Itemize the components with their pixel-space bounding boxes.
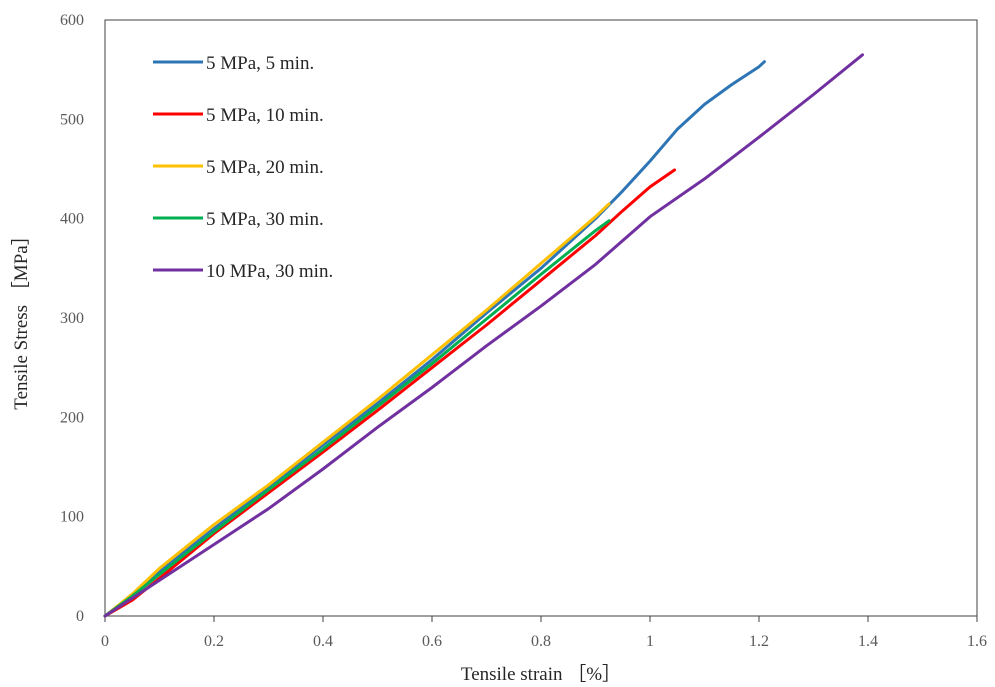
x-tick-label: 1.2 — [749, 633, 769, 650]
x-tick-label: 1 — [646, 633, 654, 650]
legend-label: 5 MPa, 5 min. — [206, 53, 314, 74]
series-line-1 — [103, 60, 766, 618]
x-tick-label: 1.6 — [967, 633, 987, 650]
legend-label: 5 MPa, 10 min. — [206, 105, 324, 126]
y-tick-label: 100 — [60, 509, 84, 526]
legend: 5 MPa, 5 min. 5 MPa, 10 min. 5 MPa, 20 min… — [153, 53, 333, 282]
y-tick-label: 0 — [76, 608, 84, 625]
x-tick-label: 0.4 — [313, 633, 333, 650]
x-axis-ticks: 0 0.2 0.4 0.6 0.8 1 1.2 1.4 1.6 — [101, 616, 987, 650]
legend-label: 5 MPa, 20 min. — [206, 157, 324, 178]
series-line-3 — [103, 202, 611, 618]
x-tick-label: 0 — [101, 633, 109, 650]
y-tick-label: 500 — [60, 111, 84, 128]
y-axis-title: Tensile Stress ［MPa］ — [10, 226, 32, 409]
y-tick-label: 300 — [60, 310, 84, 327]
series-lines — [103, 53, 864, 618]
x-tick-label: 0.8 — [531, 633, 551, 650]
plot-area — [104, 19, 978, 617]
x-axis-title: Tensile strain ［%］ — [461, 663, 621, 685]
y-axis-ticks: 0 100 200 300 400 500 600 — [60, 12, 84, 625]
series-line-5 — [103, 53, 864, 618]
y-tick-label: 400 — [60, 211, 84, 228]
y-tick-label: 200 — [60, 409, 84, 426]
y-tick-label: 600 — [60, 12, 84, 29]
x-tick-label: 0.2 — [204, 633, 224, 650]
legend-label: 10 MPa, 30 min. — [206, 261, 333, 282]
series-line-2 — [103, 168, 676, 618]
legend-label: 5 MPa, 30 min. — [206, 209, 324, 230]
x-tick-label: 1.4 — [858, 633, 878, 650]
series-line-4 — [103, 219, 611, 618]
x-tick-label: 0.6 — [422, 633, 442, 650]
